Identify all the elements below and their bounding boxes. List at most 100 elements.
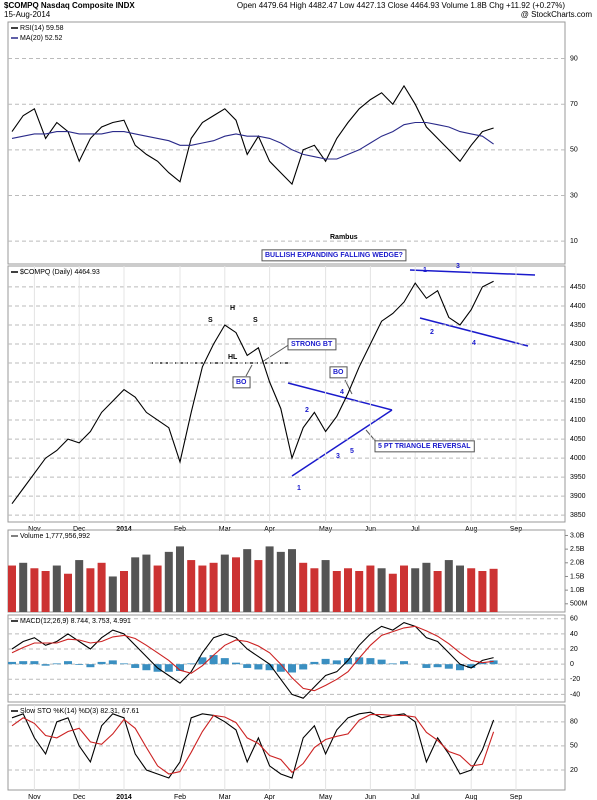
bar [19,562,28,612]
y-tick-label: 80 [570,719,578,726]
y-tick-label: 4450 [570,284,586,291]
x-tick-label: Jun [365,526,376,533]
bar [153,565,162,612]
x-tick-label: Jun [365,794,376,800]
annotation: S [253,317,258,324]
series-line [11,621,494,699]
annotation-box [374,440,475,453]
bar [220,658,229,665]
bar [377,568,386,612]
bar [433,664,442,668]
bar [30,661,39,665]
annotation: Rambus [330,234,358,241]
annotation: 3 [336,453,340,460]
bar [164,551,173,612]
bar [344,568,352,612]
annotation: 3 [456,263,460,270]
annotation: 2 [305,407,309,414]
annotation: S [208,317,213,324]
annotation: H [230,305,235,312]
bar [52,565,61,612]
annotation: STRONG BT [291,341,333,348]
bar [433,571,442,612]
y-tick-label: 30 [570,192,578,199]
bar [75,560,84,612]
bar [86,568,95,612]
bar [97,562,106,612]
bar [164,664,173,672]
date: 15-Aug-2014 [4,10,51,19]
series-line [11,280,494,505]
x-tick-label: 2014 [116,526,132,533]
bar [444,664,453,669]
bar [75,664,84,665]
y-tick-label: 3850 [570,512,586,519]
annotation: 5 [350,448,354,455]
x-tick-label: Sep [510,526,523,533]
bar [478,662,487,665]
bar [198,565,207,612]
bar [478,571,487,612]
bar [41,664,50,666]
x-tick-label: Aug [465,794,478,800]
bar [8,661,16,665]
wedge-lower [419,317,529,347]
y-tick-label: 4400 [570,303,586,310]
bar [366,565,375,612]
triangle-upper [287,382,393,411]
y-tick-label: 40 [570,631,578,638]
bar [444,560,453,612]
x-tick-label: Feb [174,526,186,533]
bar [489,568,498,612]
annotation: BO [333,369,344,376]
bar [299,664,308,670]
bar [400,661,408,665]
y-tick-label: -20 [570,676,580,683]
bar [489,660,498,665]
bar [276,664,285,672]
bar [108,576,117,612]
panel [7,614,566,703]
bar [120,571,128,612]
bar [19,661,28,665]
bar [456,664,464,671]
y-tick-label: 1.0B [570,587,585,594]
x-tick-label: Nov [28,794,41,800]
y-tick-label: 4050 [570,436,586,443]
pattern-lines [150,269,536,477]
y-tick-label: 60 [570,616,578,623]
y-tick-label: 3950 [570,474,586,481]
bar [198,657,207,665]
bar [131,557,140,612]
legend-label: $COMPQ (Daily) 4464.93 [20,269,100,276]
x-tick-label: Dec [73,794,86,800]
bar [366,658,375,665]
annotation-box [329,366,348,379]
bar [377,659,386,665]
bar [64,661,72,665]
bar [64,573,72,612]
bar [422,562,431,612]
annotation: 4 [472,340,476,347]
bar [265,664,274,671]
bar [41,571,50,612]
x-tick-label: Sep [510,794,523,800]
annotation: 2 [430,329,434,336]
bar [220,554,229,612]
y-tick-label: 4100 [570,417,586,424]
panel [7,704,566,791]
bar [467,568,476,612]
y-tick-label: 2.0B [570,560,585,567]
y-tick-label: 4350 [570,322,586,329]
y-tick-label: 0 [570,661,574,668]
x-tick-label: Mar [219,794,232,800]
bar [321,658,330,665]
bar [209,655,218,665]
annotation: 4 [340,389,344,396]
y-tick-label: 50 [570,147,578,154]
legend-label: Volume 1,777,956,992 [20,533,90,540]
legend-label: MACD(12,26,9) 8.744, 3.753, 4.991 [20,618,131,625]
annotation: BULLISH EXPANDING FALLING WEDGE? [265,252,403,259]
bar [310,661,319,665]
